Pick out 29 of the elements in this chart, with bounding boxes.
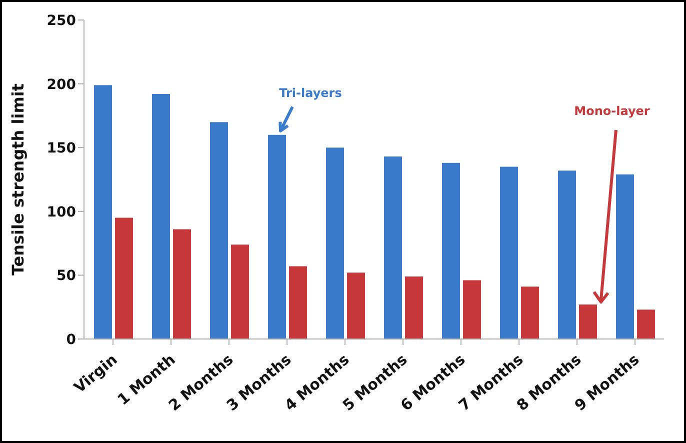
bar [347, 272, 365, 339]
y-tick-label: 0 [66, 332, 76, 348]
y-axis-title: Tensile strength limit [8, 83, 28, 276]
y-tick-label: 250 [46, 12, 76, 29]
bar [289, 266, 307, 339]
bar [463, 280, 481, 339]
bar [637, 310, 655, 339]
bar [231, 244, 249, 339]
bar [521, 286, 539, 339]
bar [268, 134, 286, 339]
bar [405, 276, 423, 339]
bar [94, 85, 112, 339]
bar [115, 218, 133, 339]
bar [152, 94, 170, 339]
bar [579, 304, 597, 339]
bar [558, 170, 576, 339]
bar [442, 162, 460, 339]
y-tick-label: 50 [56, 268, 76, 284]
y-tick-label: 200 [46, 76, 76, 93]
annotation: Mono-layer [574, 104, 650, 118]
bar [616, 174, 634, 339]
y-tick-label: 150 [46, 140, 76, 157]
bar [173, 229, 191, 339]
y-tick-label: 100 [46, 204, 76, 220]
bar [326, 148, 344, 339]
annotation: Tri-layers [279, 86, 342, 100]
bar [210, 122, 228, 339]
bar [384, 156, 402, 339]
bar [500, 166, 518, 339]
